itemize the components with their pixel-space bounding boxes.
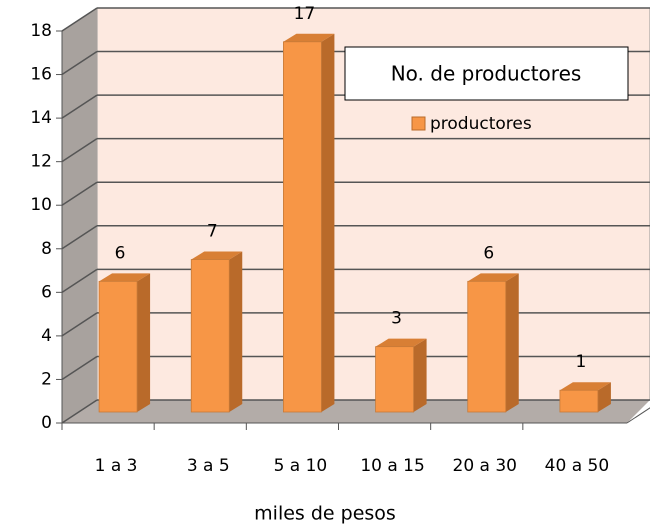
bar-side — [137, 273, 151, 412]
legend-title: No. de productores — [391, 62, 582, 86]
bar-front — [190, 259, 230, 413]
grid-line — [61, 138, 98, 163]
y-tick-label: 14 — [30, 108, 52, 128]
data-label: 17 — [294, 4, 316, 24]
bar-side — [597, 382, 611, 412]
bar — [559, 382, 611, 413]
bar-top — [559, 382, 611, 391]
bar — [283, 33, 335, 413]
bar-top — [191, 251, 243, 260]
data-label: 7 — [207, 222, 218, 242]
x-tick-label: 3 a 5 — [187, 456, 230, 476]
data-label: 3 — [391, 309, 402, 329]
bar-side — [505, 273, 519, 412]
data-label: 6 — [483, 243, 494, 263]
bar — [467, 273, 519, 413]
grid-line — [61, 312, 98, 337]
marks — [61, 7, 650, 424]
grid-line — [61, 268, 98, 293]
x-axis-label: miles de pesos — [254, 503, 396, 525]
bar-top — [375, 338, 427, 347]
bar-side — [413, 338, 427, 412]
y-tick-label: 10 — [30, 195, 52, 215]
legend-label: productores — [430, 114, 532, 134]
y-tick-label: 2 — [41, 369, 52, 389]
grid-line — [61, 94, 98, 119]
x-tick-label: 40 a 50 — [545, 456, 610, 476]
data-label: 6 — [115, 243, 126, 263]
bar-top — [99, 273, 151, 282]
legend-swatch — [411, 116, 426, 131]
y-tick-label: 12 — [30, 152, 52, 172]
y-tick-label: 16 — [30, 65, 52, 85]
legend-title-box — [344, 46, 629, 101]
y-tick-label: 6 — [41, 282, 52, 302]
bar-top — [467, 273, 519, 282]
bar-front — [98, 280, 138, 413]
grid-line — [61, 181, 98, 206]
x-tick-label: 5 a 10 — [274, 456, 328, 476]
bar-front — [283, 41, 322, 413]
x-tick-label: 10 a 15 — [360, 456, 425, 476]
y-tick-label: 0 — [41, 413, 52, 433]
y-tick-label: 4 — [41, 326, 52, 346]
bar — [98, 273, 151, 413]
bar-front — [375, 346, 414, 413]
grid-line — [61, 7, 98, 32]
bar — [190, 251, 243, 413]
y-tick-label: 18 — [30, 21, 52, 41]
bar — [375, 338, 427, 413]
bar-front — [559, 389, 599, 413]
grid-line — [61, 399, 98, 424]
x-tick-label: 1 a 3 — [95, 456, 138, 476]
x-axis-depth — [626, 407, 650, 424]
grid-line — [61, 355, 98, 381]
bar-side — [229, 251, 243, 412]
bar-top — [283, 33, 335, 42]
y-tick-label: 8 — [41, 239, 52, 259]
bar-front — [467, 280, 507, 413]
data-label: 1 — [576, 352, 587, 372]
x-tick-label: 20 a 30 — [453, 456, 518, 476]
bar-side — [321, 33, 335, 413]
grid-line — [61, 225, 98, 250]
grid-line — [61, 50, 98, 76]
